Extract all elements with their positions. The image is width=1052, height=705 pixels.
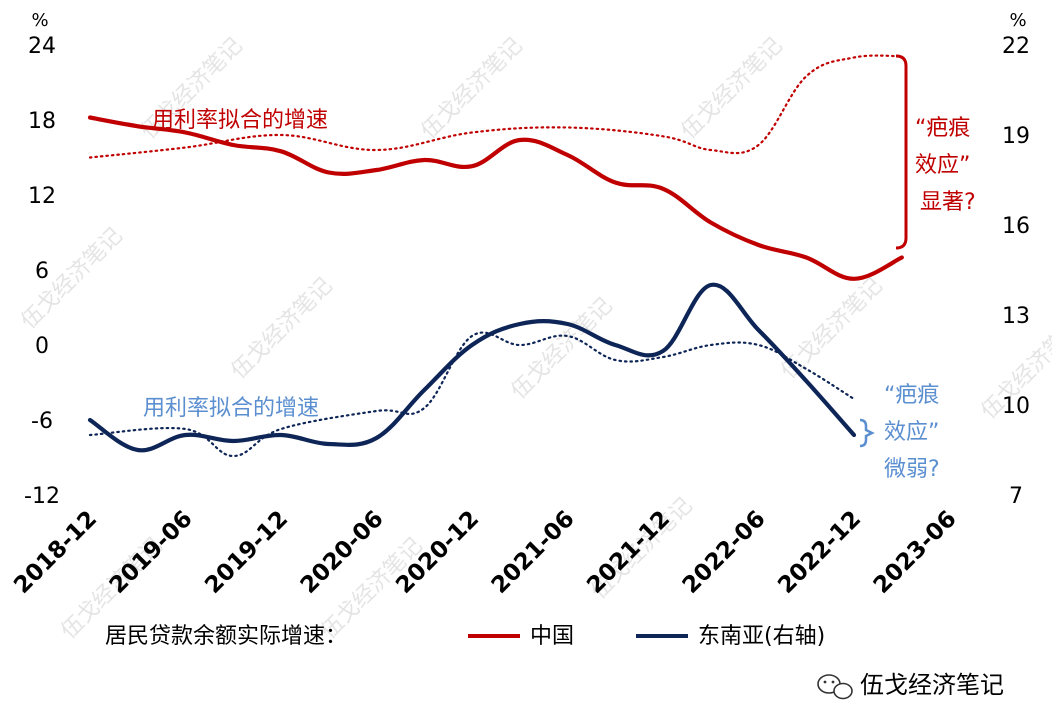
right-tick-label: 7 bbox=[1009, 484, 1023, 509]
x-tick-label: 2018-12 bbox=[9, 506, 102, 599]
wechat-icon bbox=[817, 674, 853, 700]
source-name: 伍戈经济笔记 bbox=[860, 671, 1004, 699]
left-tick-label: 18 bbox=[28, 109, 56, 134]
blue-effect-bracket bbox=[859, 418, 875, 448]
fit-label-asean: 用利率拟合的增速 bbox=[143, 396, 319, 421]
watermark-text: 伍戈经济笔记 bbox=[507, 293, 618, 404]
series-line-china-fit bbox=[88, 54, 903, 159]
left-axis-ticks: 24 18 12 6 0 -6 -12 bbox=[24, 34, 60, 509]
red-effect-line-1: “疤痕 bbox=[915, 116, 970, 141]
series-layer bbox=[87, 54, 904, 458]
left-tick-label: -12 bbox=[24, 484, 60, 509]
right-axis-unit: % bbox=[1009, 10, 1026, 31]
series-line-asean bbox=[87, 282, 857, 453]
red-effect-line-3: 显著? bbox=[920, 190, 976, 215]
watermark-text: 伍戈经济笔记 bbox=[417, 33, 528, 144]
watermark-text: 伍戈经济笔记 bbox=[227, 273, 338, 384]
red-effect-line-2: 效应” bbox=[915, 153, 970, 178]
left-tick-label: -6 bbox=[31, 409, 53, 434]
right-tick-label: 10 bbox=[1002, 394, 1030, 419]
left-axis-unit: % bbox=[31, 10, 48, 31]
left-tick-label: 12 bbox=[28, 184, 56, 209]
legend-title: 居民贷款余额实际增速： bbox=[105, 624, 347, 649]
right-tick-label: 16 bbox=[1002, 214, 1030, 239]
blue-effect-line-1: “疤痕 bbox=[884, 383, 939, 408]
watermark-text: 伍戈经济笔记 bbox=[677, 33, 788, 144]
left-tick-label: 6 bbox=[35, 259, 49, 284]
red-effect-bracket bbox=[895, 54, 908, 250]
right-tick-label: 19 bbox=[1002, 124, 1030, 149]
x-tick-label: 2021-12 bbox=[582, 506, 675, 599]
x-tick-label: 2021-06 bbox=[487, 506, 580, 599]
x-axis-ticks: 2018-12 2019-06 2019-12 2020-06 2020-12 2021-… bbox=[9, 506, 962, 599]
right-axis-ticks: 22 19 16 13 10 7 bbox=[1002, 34, 1030, 509]
left-tick-label: 0 bbox=[35, 334, 49, 359]
watermark-text: 伍戈经济笔记 bbox=[17, 223, 128, 334]
blue-effect-line-2: 效应” bbox=[884, 420, 939, 445]
source-logo: 伍戈经济笔记 bbox=[817, 671, 1004, 700]
legend: 居民贷款余额实际增速： 中国 东南亚(右轴) bbox=[105, 624, 825, 649]
legend-label-china: 中国 bbox=[530, 624, 574, 649]
x-tick-label: 2019-12 bbox=[200, 506, 293, 599]
legend-label-asean: 东南亚(右轴) bbox=[698, 624, 825, 649]
series-line-asean-fit bbox=[88, 331, 856, 458]
blue-effect-line-3: 微弱? bbox=[884, 457, 940, 482]
x-tick-label: 2022-12 bbox=[773, 506, 866, 599]
series-line-china bbox=[87, 115, 904, 281]
fit-label-china: 用利率拟合的增速 bbox=[152, 108, 328, 133]
left-tick-label: 24 bbox=[28, 34, 56, 59]
right-tick-label: 22 bbox=[1002, 34, 1030, 59]
x-tick-label: 2019-06 bbox=[105, 506, 198, 599]
x-tick-label: 2022-06 bbox=[678, 506, 771, 599]
right-tick-label: 13 bbox=[1002, 304, 1030, 329]
x-tick-label: 2023-06 bbox=[869, 506, 962, 599]
